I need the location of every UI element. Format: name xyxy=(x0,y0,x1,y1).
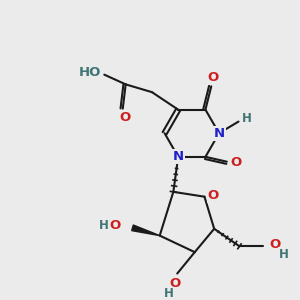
Text: N: N xyxy=(214,127,225,140)
Text: H: H xyxy=(164,287,173,300)
Text: O: O xyxy=(230,156,241,169)
Text: H: H xyxy=(279,248,289,261)
Text: H: H xyxy=(242,112,252,125)
Text: H: H xyxy=(98,219,108,232)
Text: O: O xyxy=(208,189,219,202)
Text: O: O xyxy=(208,71,219,84)
Text: O: O xyxy=(170,277,181,290)
Text: O: O xyxy=(110,219,121,232)
Text: O: O xyxy=(119,111,130,124)
Text: N: N xyxy=(172,150,184,163)
Text: O: O xyxy=(270,238,281,251)
Text: HO: HO xyxy=(79,66,101,79)
Polygon shape xyxy=(132,225,160,236)
